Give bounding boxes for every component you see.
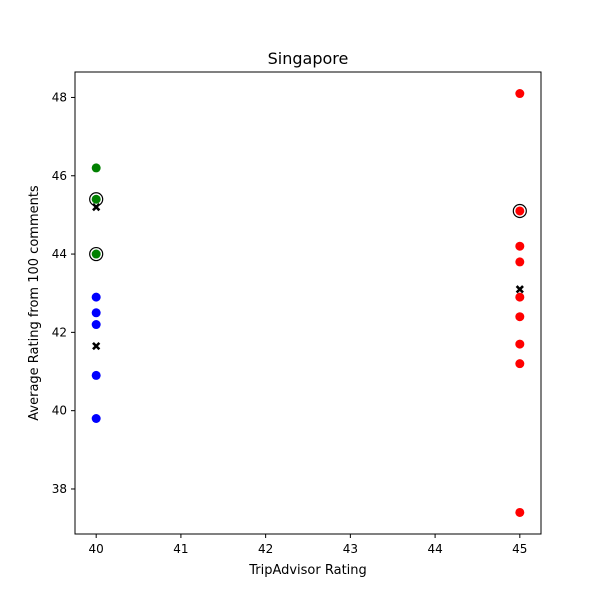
data-point bbox=[515, 292, 525, 302]
data-point bbox=[515, 206, 525, 216]
data-point bbox=[91, 292, 101, 302]
highlight-ring bbox=[89, 246, 104, 262]
data-point bbox=[91, 163, 101, 173]
x-tick-label: 43 bbox=[343, 542, 358, 556]
data-point bbox=[91, 320, 101, 330]
centroid-marker bbox=[92, 341, 101, 351]
marks-layer bbox=[89, 89, 527, 517]
data-point bbox=[515, 241, 525, 251]
x-tick-label: 40 bbox=[89, 542, 104, 556]
y-tick-label: 48 bbox=[52, 90, 67, 104]
data-point bbox=[515, 257, 525, 267]
data-point bbox=[91, 308, 101, 318]
ticks-layer: 40 41 42 43 44 45 38 40 42 44 46 48 bbox=[52, 90, 528, 556]
data-point bbox=[515, 359, 525, 369]
chart-title: Singapore bbox=[268, 49, 349, 68]
x-tick-label: 44 bbox=[427, 542, 442, 556]
data-point bbox=[515, 89, 525, 99]
x-tick-label: 41 bbox=[173, 542, 188, 556]
data-point bbox=[515, 507, 525, 517]
centroid-marker bbox=[515, 285, 524, 294]
x-tick-label: 42 bbox=[258, 542, 273, 556]
highlight-ring bbox=[512, 203, 527, 219]
data-point bbox=[515, 339, 525, 349]
y-tick-label: 40 bbox=[52, 404, 67, 418]
x-tick-label: 45 bbox=[512, 542, 527, 556]
plot-frame bbox=[74, 71, 542, 535]
y-axis-label: Average Rating from 100 comments bbox=[27, 185, 42, 421]
data-point bbox=[91, 194, 101, 204]
y-tick-label: 46 bbox=[52, 169, 67, 183]
y-tick-label: 42 bbox=[52, 325, 67, 339]
data-point bbox=[515, 312, 525, 322]
y-tick-label: 38 bbox=[52, 482, 67, 496]
data-point bbox=[91, 370, 101, 380]
data-point bbox=[91, 249, 101, 259]
data-point bbox=[91, 414, 101, 423]
highlight-ring bbox=[89, 192, 104, 207]
y-tick-label: 44 bbox=[52, 247, 67, 261]
x-axis-label: TripAdvisor Rating bbox=[248, 563, 367, 578]
